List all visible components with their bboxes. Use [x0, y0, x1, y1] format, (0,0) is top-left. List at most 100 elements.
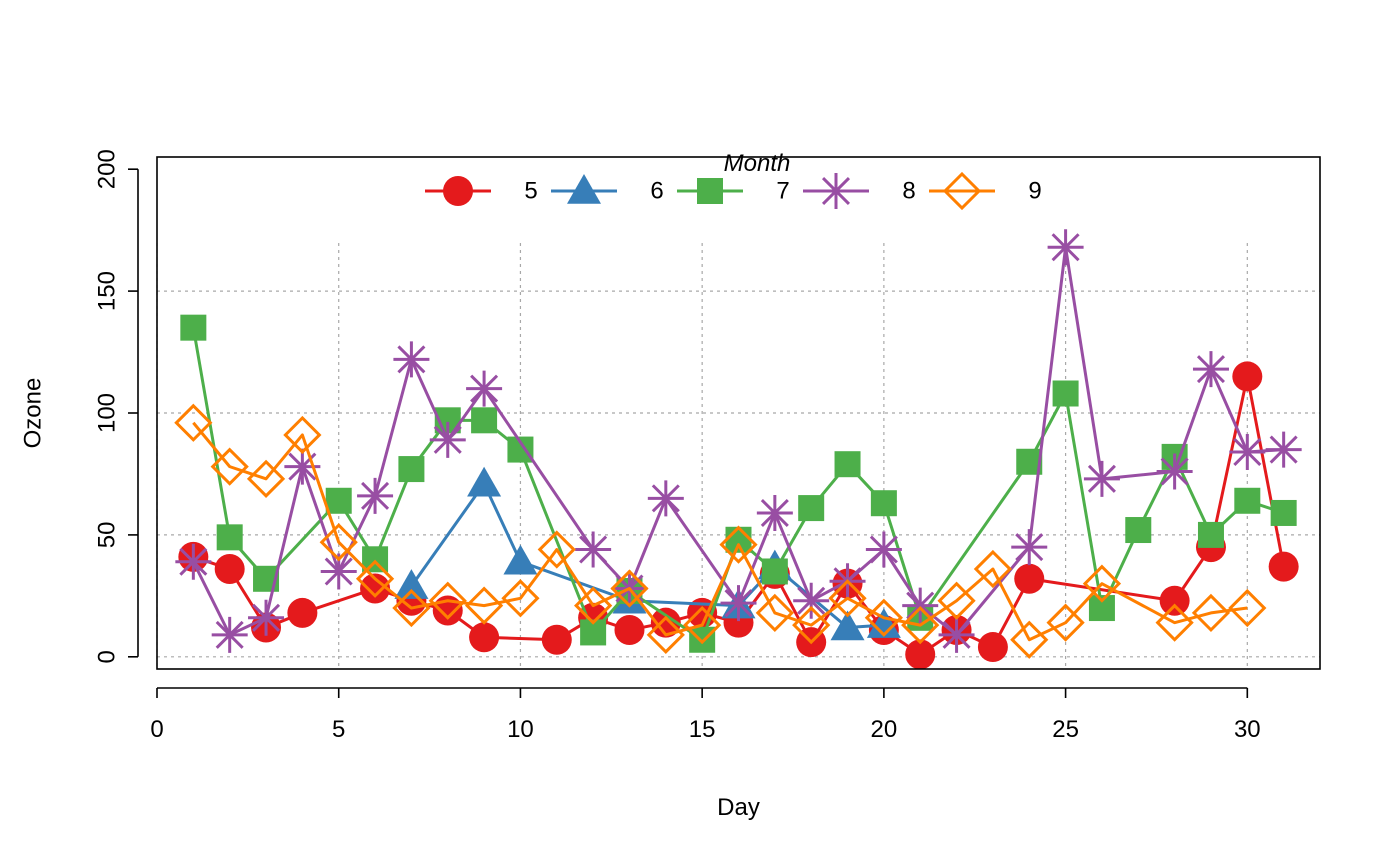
point-5-day-21 — [905, 639, 936, 670]
point-9-day-15 — [683, 605, 722, 645]
point-9-day-12 — [574, 586, 613, 625]
point-8-day-1 — [175, 543, 212, 580]
point-9-day-9 — [464, 586, 504, 625]
point-5-day-13 — [614, 614, 645, 645]
point-7-day-25 — [1052, 380, 1079, 407]
plot-frame — [156, 156, 1321, 670]
point-5-day-23 — [977, 632, 1008, 663]
point-8-day-31 — [1265, 431, 1302, 468]
point-8-day-14 — [647, 480, 684, 517]
x-tick-label-20: 20 — [871, 716, 898, 743]
point-8-day-26 — [1083, 460, 1120, 497]
x-tick-label-0: 0 — [150, 716, 163, 743]
point-5-day-31 — [1268, 551, 1299, 582]
y-tick-label-100: 100 — [94, 393, 121, 433]
point-7-day-2 — [216, 524, 243, 551]
point-9-day-22 — [937, 581, 976, 620]
point-9-day-14 — [646, 615, 685, 654]
point-7-day-29 — [1197, 521, 1224, 548]
point-5-day-2 — [214, 554, 245, 585]
point-7-day-5 — [325, 487, 352, 514]
point-8-day-20 — [865, 531, 902, 568]
point-5-day-28 — [1159, 585, 1190, 616]
point-7-day-9 — [471, 407, 498, 434]
legend-label-7: 7 — [776, 178, 789, 205]
point-8-day-5 — [320, 553, 357, 590]
y-axis-title: Ozone — [20, 378, 47, 449]
point-6-day-19 — [830, 610, 865, 641]
point-8-day-30 — [1229, 434, 1266, 471]
y-tick-label-150: 150 — [94, 271, 121, 311]
legend-label-8: 8 — [902, 178, 915, 205]
x-tick-label-15: 15 — [689, 716, 716, 743]
point-9-day-29 — [1191, 593, 1231, 633]
y-tick-label-200: 200 — [94, 149, 121, 189]
point-8-day-2 — [211, 616, 248, 653]
series-line-8 — [192, 245, 1284, 637]
point-9-day-21 — [901, 605, 940, 645]
point-8-day-22 — [938, 616, 975, 653]
axes: 0 5 10 15 20 25 30 0 50 100 150 200 — [94, 149, 1261, 743]
point-9-day-18 — [792, 605, 831, 645]
point-5-day-14 — [650, 607, 681, 638]
point-7-day-27 — [1125, 517, 1152, 544]
point-6-day-9 — [467, 466, 502, 497]
point-8-day-29 — [1192, 351, 1229, 388]
legend-item-5: 5 — [425, 176, 538, 206]
x-tick-label-5: 5 — [332, 716, 345, 743]
point-8-day-21 — [902, 587, 939, 624]
point-6-day-7 — [394, 569, 429, 599]
point-8-day-3 — [248, 599, 285, 636]
point-9-day-28 — [1155, 603, 1194, 642]
point-8-day-25 — [1047, 229, 1084, 266]
point-7-day-19 — [834, 451, 861, 478]
point-6-day-10 — [503, 544, 538, 575]
point-7-day-17 — [761, 558, 788, 585]
point-5-day-24 — [1014, 563, 1045, 594]
point-5-day-30 — [1232, 361, 1263, 392]
point-9-day-19 — [828, 579, 867, 618]
point-7-day-30 — [1234, 487, 1261, 514]
point-8-day-9 — [466, 370, 503, 407]
legend-label-6: 6 — [650, 178, 663, 205]
point-9-day-6 — [355, 559, 395, 598]
point-8-day-16 — [720, 585, 757, 622]
point-8-day-4 — [284, 448, 321, 485]
point-8-day-18 — [793, 582, 830, 619]
point-9-day-10 — [501, 579, 540, 618]
legend: Month 5 6 7 8 9 — [425, 150, 1042, 211]
point-8-day-7 — [393, 341, 430, 378]
point-9-day-8 — [428, 581, 467, 620]
point-9-day-26 — [1082, 564, 1122, 603]
series-7 — [180, 314, 1297, 653]
x-tick-label-25: 25 — [1052, 716, 1079, 743]
point-5-day-9 — [469, 622, 500, 653]
point-8-day-24 — [1011, 529, 1048, 566]
point-7-day-18 — [798, 495, 825, 522]
point-9-day-1 — [174, 403, 213, 442]
point-9-day-25 — [1046, 603, 1085, 642]
point-7-day-15 — [689, 626, 716, 653]
point-8-day-8 — [429, 421, 466, 458]
point-9-day-4 — [283, 415, 322, 455]
point-7-day-20 — [870, 490, 897, 517]
legend-label-9: 9 — [1028, 178, 1041, 205]
point-9-day-17 — [755, 593, 794, 633]
point-9-day-16 — [719, 525, 758, 564]
series-line-6 — [410, 482, 884, 630]
point-8-day-6 — [357, 477, 394, 514]
y-tick-label-50: 50 — [94, 522, 121, 549]
x-tick-label-10: 10 — [507, 716, 534, 743]
point-9-day-23 — [973, 549, 1013, 589]
legend-marker-6 — [567, 174, 601, 204]
point-9-day-11 — [537, 530, 576, 569]
point-5-day-6 — [360, 573, 391, 604]
point-7-day-31 — [1270, 499, 1297, 526]
legend-marker-5 — [443, 176, 473, 206]
point-9-day-2 — [210, 447, 249, 486]
point-9-day-30 — [1228, 588, 1267, 628]
legend-label-5: 5 — [524, 178, 537, 205]
